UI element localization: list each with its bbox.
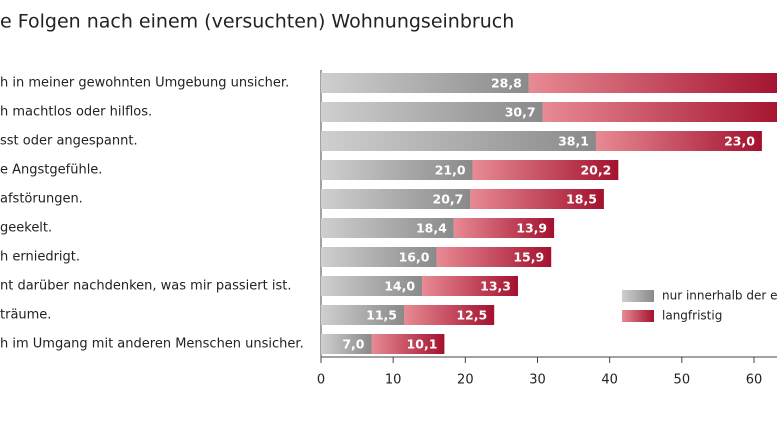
value-label: 21,0 xyxy=(435,163,466,178)
legend-label: langfristig xyxy=(662,309,722,323)
bar-segment xyxy=(528,73,777,93)
x-tick-label: 40 xyxy=(601,373,618,388)
value-label: 12,5 xyxy=(456,308,487,323)
bar-segment xyxy=(321,73,529,93)
value-label: 20,7 xyxy=(433,192,464,207)
bar-segment xyxy=(595,131,762,151)
legend-swatch xyxy=(622,310,654,322)
legend-swatch xyxy=(622,290,654,302)
x-tick-label: 50 xyxy=(674,373,691,388)
category-label: geekelt. xyxy=(0,221,52,236)
category-label: h in meiner gewohnten Umgebung unsicher. xyxy=(0,76,289,91)
bar-segment xyxy=(436,247,552,267)
bar-segment xyxy=(321,160,473,180)
x-tick-label: 20 xyxy=(457,373,474,388)
value-label: 28,8 xyxy=(491,76,522,91)
bar-segment xyxy=(542,102,777,122)
category-label: träume. xyxy=(0,308,51,323)
value-label: 23,0 xyxy=(724,134,755,149)
bar-segment xyxy=(321,102,543,122)
value-label: 16,0 xyxy=(399,250,430,265)
value-label: 13,3 xyxy=(480,279,511,294)
bar-segment xyxy=(403,305,495,325)
value-label: 15,9 xyxy=(513,250,544,265)
value-label: 14,0 xyxy=(384,279,415,294)
category-label: sst oder angespannt. xyxy=(0,134,138,149)
bar-segment xyxy=(470,189,604,209)
value-label: 18,4 xyxy=(416,221,447,236)
category-label: h im Umgang mit anderen Menschen unsiche… xyxy=(0,337,304,352)
x-tick-label: 0 xyxy=(317,373,325,388)
bar-segment xyxy=(321,334,372,354)
value-label: 7,0 xyxy=(342,337,364,352)
legend-label: nur innerhalb der er xyxy=(662,289,777,303)
bar-segment xyxy=(321,189,471,209)
bar-segment xyxy=(371,334,445,354)
bar-segment xyxy=(321,305,404,325)
x-tick-label: 10 xyxy=(385,373,402,388)
bar-segment xyxy=(321,131,596,151)
value-label: 38,1 xyxy=(558,134,589,149)
value-label: 20,2 xyxy=(580,163,611,178)
category-label: h machtlos oder hilflos. xyxy=(0,105,152,120)
category-label: e Angstgefühle. xyxy=(0,163,102,178)
value-label: 18,5 xyxy=(566,192,597,207)
value-label: 10,1 xyxy=(407,337,438,352)
category-label: h erniedrigt. xyxy=(0,250,80,265)
bar-segment xyxy=(453,218,555,238)
x-tick-label: 30 xyxy=(529,373,546,388)
bar-segment xyxy=(321,218,454,238)
bar-segment xyxy=(321,247,437,267)
x-tick-label: 60 xyxy=(746,373,763,388)
bar-segment xyxy=(321,276,423,296)
category-label: nt darüber nachdenken, was mir passiert … xyxy=(0,279,291,294)
value-label: 30,7 xyxy=(505,105,536,120)
category-label: afstörungen. xyxy=(0,192,83,207)
value-label: 13,9 xyxy=(516,221,547,236)
bar-segment xyxy=(422,276,519,296)
chart-title: e Folgen nach einem (versuchten) Wohnung… xyxy=(0,11,514,33)
value-label: 11,5 xyxy=(366,308,397,323)
bar-segment xyxy=(472,160,619,180)
